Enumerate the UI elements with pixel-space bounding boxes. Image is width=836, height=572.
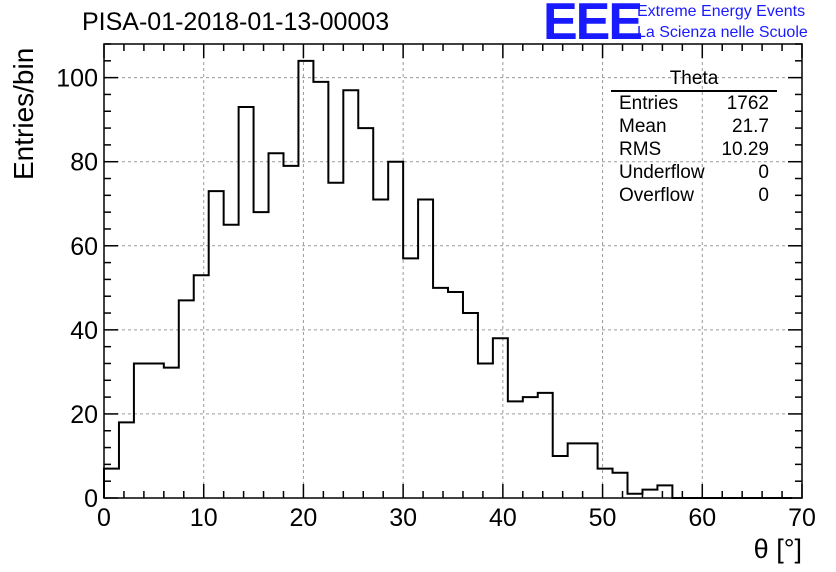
- logo-line-2: La Scienza nelle Scuole: [637, 24, 808, 41]
- stats-label: Mean: [619, 116, 667, 137]
- x-tick-label: 60: [688, 504, 716, 532]
- x-tick-label: 10: [190, 504, 218, 532]
- histogram-bin: [388, 162, 403, 498]
- histogram-bin: [418, 200, 433, 498]
- histogram-bin: [134, 363, 149, 498]
- histogram-bin: [642, 490, 657, 498]
- y-tick-label: 60: [70, 233, 98, 261]
- stats-box: Theta Entries 1762 Mean 21.7 RMS 10.29 Unde…: [611, 68, 777, 207]
- x-tick-label: 20: [290, 504, 318, 532]
- histogram-bin: [598, 469, 613, 498]
- y-tick-label: 40: [70, 317, 98, 345]
- histogram-bin: [179, 300, 194, 498]
- histogram-bin: [283, 166, 298, 498]
- histogram-bin: [313, 82, 328, 498]
- y-tick-label: 100: [56, 65, 98, 93]
- histogram-bin: [553, 456, 568, 498]
- stats-label: RMS: [619, 139, 662, 160]
- histogram-bin: [328, 183, 343, 498]
- stats-value: 0: [758, 162, 769, 183]
- y-tick-label: 80: [70, 149, 98, 177]
- plot-frame: [103, 43, 803, 499]
- stats-row-rms: RMS 10.29: [611, 138, 777, 161]
- histogram-bin: [538, 393, 553, 498]
- x-tick-label: 30: [389, 504, 417, 532]
- histogram-bin: [403, 258, 418, 498]
- histogram-bin: [657, 485, 672, 498]
- histogram-bin: [448, 292, 463, 498]
- histogram-bin: [568, 443, 583, 498]
- histogram-outline: [103, 59, 793, 499]
- stats-row-underflow: Underflow 0: [611, 161, 777, 184]
- stats-label: Underflow: [619, 162, 705, 183]
- stats-value: 10.29: [721, 139, 769, 160]
- y-tick-label: 0: [84, 485, 98, 513]
- histogram-bin: [254, 212, 269, 498]
- histogram-bin: [433, 288, 448, 498]
- x-tick-label: 70: [788, 504, 816, 532]
- histogram-bin: [194, 275, 209, 498]
- stats-value: 21.7: [732, 116, 769, 137]
- y-axis-title: Entries/bin: [8, 47, 39, 180]
- histogram-bin: [343, 90, 358, 498]
- histogram-bin: [373, 200, 388, 498]
- logo-line-1: Extreme Energy Events: [637, 3, 806, 20]
- histogram-bin: [298, 61, 313, 498]
- stats-box-title: Theta: [611, 68, 777, 92]
- histogram-bin: [149, 363, 164, 498]
- histogram-bin: [523, 397, 538, 498]
- histogram-bin: [104, 469, 119, 498]
- histogram-bin: [493, 338, 508, 498]
- stats-value: 1762: [726, 93, 769, 114]
- stats-label: Overflow: [619, 185, 694, 206]
- histogram-bin: [583, 443, 598, 498]
- stats-row-mean: Mean 21.7: [611, 115, 777, 138]
- y-tick-label: 20: [70, 401, 98, 429]
- stats-row-overflow: Overflow 0: [611, 184, 777, 207]
- plot-title: PISA-01-2018-01-13-00003: [82, 8, 390, 36]
- x-tick-label: 50: [589, 504, 617, 532]
- histogram-bin: [209, 191, 224, 498]
- x-tick-label: 0: [97, 504, 111, 532]
- logo-mark: EEE: [543, 0, 643, 51]
- histogram-bin: [164, 368, 179, 498]
- histogram-bin: [239, 107, 254, 498]
- histogram-bin: [358, 128, 373, 498]
- histogram-bin: [508, 401, 523, 498]
- stats-row-entries: Entries 1762: [611, 92, 777, 115]
- stats-label: Entries: [619, 93, 679, 114]
- histogram-bin: [613, 473, 628, 498]
- x-tick-label: 40: [489, 504, 517, 532]
- histogram-bin: [463, 313, 478, 498]
- stats-value: 0: [758, 185, 769, 206]
- histogram-bin: [224, 225, 239, 498]
- histogram-bin: [269, 153, 284, 498]
- histogram-bin: [119, 422, 134, 498]
- histogram-bin: [478, 363, 493, 498]
- x-axis-title: θ [°]: [753, 534, 802, 564]
